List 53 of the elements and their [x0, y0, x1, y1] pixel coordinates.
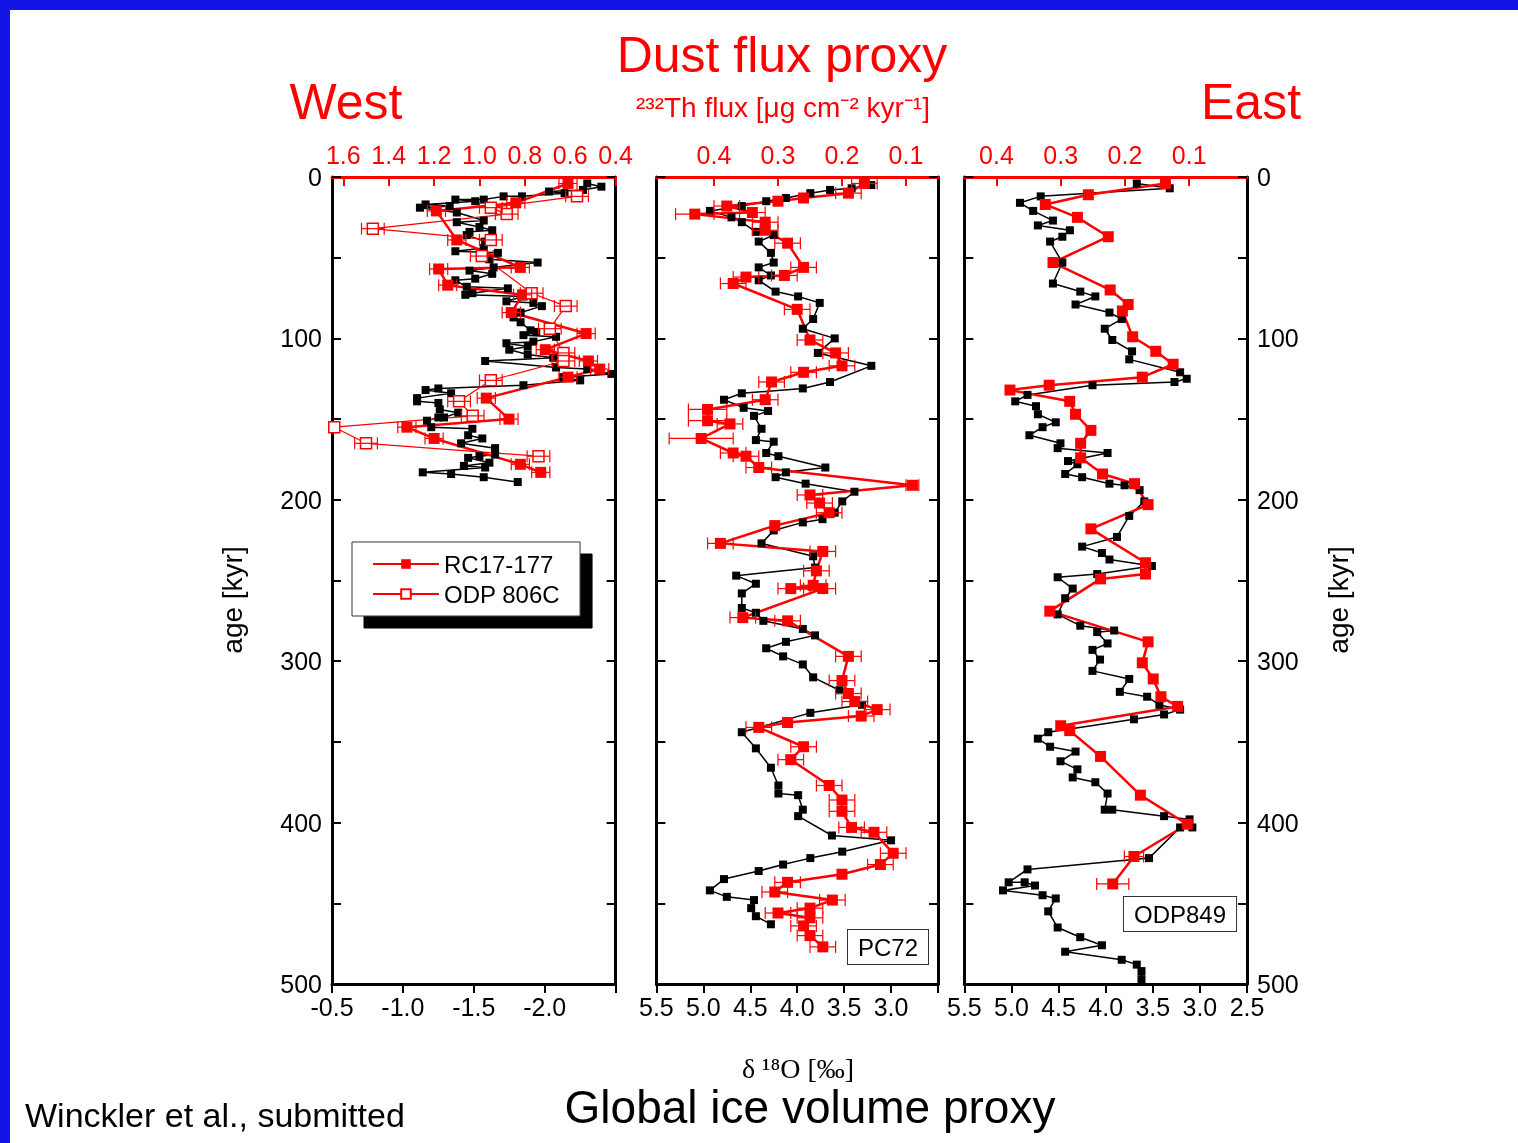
- x-tick-label: 4.0: [779, 992, 815, 1021]
- legend-label: RC17-177: [444, 550, 554, 578]
- x2-tick-label: 0.1: [1171, 140, 1207, 169]
- x2-tick-label: 0.8: [507, 140, 543, 169]
- y-tick-label: 0: [1257, 163, 1271, 191]
- y-tick-label: 200: [1257, 485, 1299, 514]
- x-tick-label: -2.0: [523, 992, 567, 1021]
- annotation: ODP849: [1133, 900, 1227, 928]
- y-tick-label: 300: [280, 647, 322, 676]
- text: Global ice volume proxy: [564, 1081, 1056, 1133]
- x2-tick-label: 0.4: [598, 140, 634, 169]
- x-tick-label: 3.5: [826, 992, 862, 1021]
- y-axis-title: age [kyr]: [1322, 546, 1354, 654]
- x-tick-label: -1.0: [381, 992, 425, 1021]
- x-tick-label: 5.0: [685, 992, 721, 1021]
- x2-tick-label: 0.4: [979, 140, 1014, 169]
- x2-tick-label: 1.0: [462, 140, 497, 169]
- x-axis-title: δ ¹⁸O [‰]: [741, 1052, 855, 1084]
- text: West: [289, 74, 403, 130]
- x2-tick-label: 0.4: [696, 140, 732, 169]
- x-tick-label: -1.5: [452, 992, 496, 1021]
- y-tick-label: 0: [308, 163, 322, 191]
- x-tick-label: 3.0: [873, 992, 909, 1021]
- x-tick-label: 3.0: [1182, 992, 1218, 1021]
- y-tick-label: 400: [1257, 808, 1299, 837]
- x-tick-label: 3.5: [1135, 992, 1171, 1021]
- x2-tick-label: 0.1: [888, 140, 924, 169]
- x-tick-label: 4.0: [1088, 992, 1124, 1021]
- chart-title: Dust flux proxy: [616, 27, 948, 83]
- x-tick-label: 5.5: [638, 992, 674, 1021]
- y-tick-label: 100: [1257, 324, 1299, 353]
- x2-tick-label: 0.2: [1107, 140, 1143, 169]
- x-tick-label: 4.5: [1041, 992, 1076, 1021]
- y-tick-label: 100: [280, 324, 322, 353]
- text: East: [1200, 74, 1302, 130]
- legend-label: ODP 806C: [444, 580, 560, 608]
- x2-tick-label: 0.3: [1043, 140, 1079, 169]
- y-tick-label: 400: [280, 808, 322, 837]
- y-tick-label: 200: [280, 485, 322, 514]
- x-tick-label: 4.5: [732, 992, 768, 1021]
- x2-tick-label: 0.2: [824, 140, 860, 169]
- x2-tick-label: 1.4: [371, 140, 407, 169]
- x2-axis-title: ²³²Th flux [μg cm⁻² kyr⁻¹]: [636, 91, 930, 123]
- x2-tick-label: 0.3: [760, 140, 796, 169]
- text: Winckler et al., submitted: [25, 1096, 405, 1134]
- y-axis-title: age [kyr]: [216, 546, 248, 654]
- x2-tick-label: 0.6: [552, 140, 588, 169]
- x-tick-label: 5.5: [946, 992, 982, 1021]
- y-tick-label: 300: [1257, 647, 1299, 676]
- annotation: PC72: [857, 933, 919, 961]
- x-tick-label: 5.0: [994, 992, 1029, 1021]
- x2-tick-label: 1.6: [325, 140, 361, 169]
- x2-tick-label: 1.2: [416, 140, 452, 169]
